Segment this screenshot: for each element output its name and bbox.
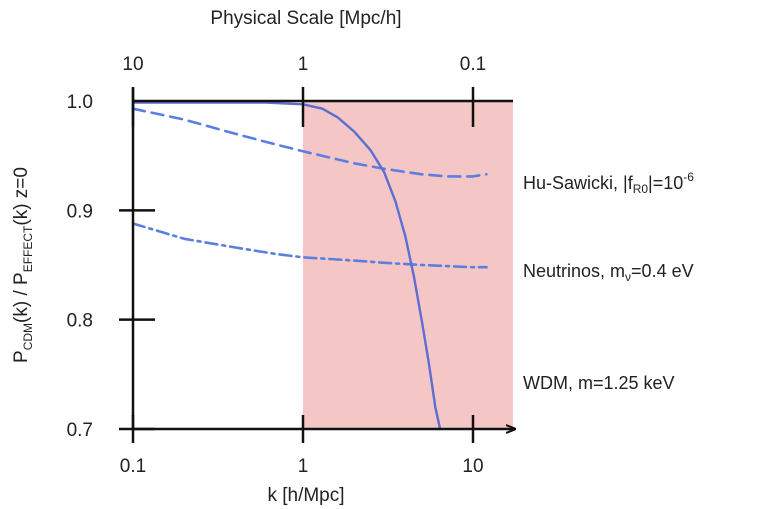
series-label-part: =0.4 eV bbox=[631, 261, 694, 281]
y-axis-title-part: (k) z=0 bbox=[11, 167, 32, 226]
top-axis-title: Physical Scale [Mpc/h] bbox=[210, 8, 401, 29]
series-label-part: Neutrinos, m bbox=[523, 261, 625, 281]
y-tick-label: 0.8 bbox=[67, 311, 93, 332]
series-label-neutrinos: Neutrinos, mν=0.4 eV bbox=[523, 261, 694, 284]
y-axis-title-sub: EFFECT bbox=[21, 225, 35, 272]
series-group bbox=[131, 101, 488, 431]
series-label-part: Hu-Sawicki, |f bbox=[523, 173, 634, 193]
ticks-group: 0.1 1 10 10 1 0.1 0.7 0.8 0.9 1.0 bbox=[67, 54, 487, 477]
top-tick-label: 1 bbox=[298, 54, 309, 75]
series-line-1 bbox=[131, 222, 488, 269]
x-axis-title: k [h/Mpc] bbox=[267, 485, 344, 506]
series-label-wdm: WDM, m=1.25 keV bbox=[523, 373, 675, 393]
series-label-hu-sawicki: Hu-Sawicki, |fR0|=10-6 bbox=[523, 170, 694, 196]
y-tick-label: 1.0 bbox=[67, 92, 93, 113]
y-axis-title-part: (k) / P bbox=[11, 272, 32, 323]
series-label-part: |=10 bbox=[648, 173, 683, 193]
series-label-sub: R0 bbox=[633, 182, 649, 196]
y-axis-title-sub: CDM bbox=[21, 323, 35, 350]
y-tick-label: 0.9 bbox=[67, 201, 93, 222]
y-axis-title: PCDM(k) / PEFFECT(k) z=0 bbox=[11, 167, 35, 363]
series-label-sub: ν bbox=[625, 270, 631, 284]
y-tick-label: 0.7 bbox=[67, 420, 93, 441]
x-tick-label: 1 bbox=[298, 456, 309, 477]
x-tick-label: 10 bbox=[462, 456, 483, 477]
series-line-0 bbox=[131, 107, 488, 178]
series-label-part: WDM, m=1.25 keV bbox=[523, 373, 675, 393]
top-tick-label: 0.1 bbox=[460, 54, 486, 75]
x-tick-label: 0.1 bbox=[120, 456, 146, 477]
series-label-sup: -6 bbox=[683, 170, 694, 184]
y-axis-title-part: P bbox=[11, 350, 32, 363]
top-tick-label: 10 bbox=[122, 54, 143, 75]
series-line-2 bbox=[131, 101, 442, 431]
